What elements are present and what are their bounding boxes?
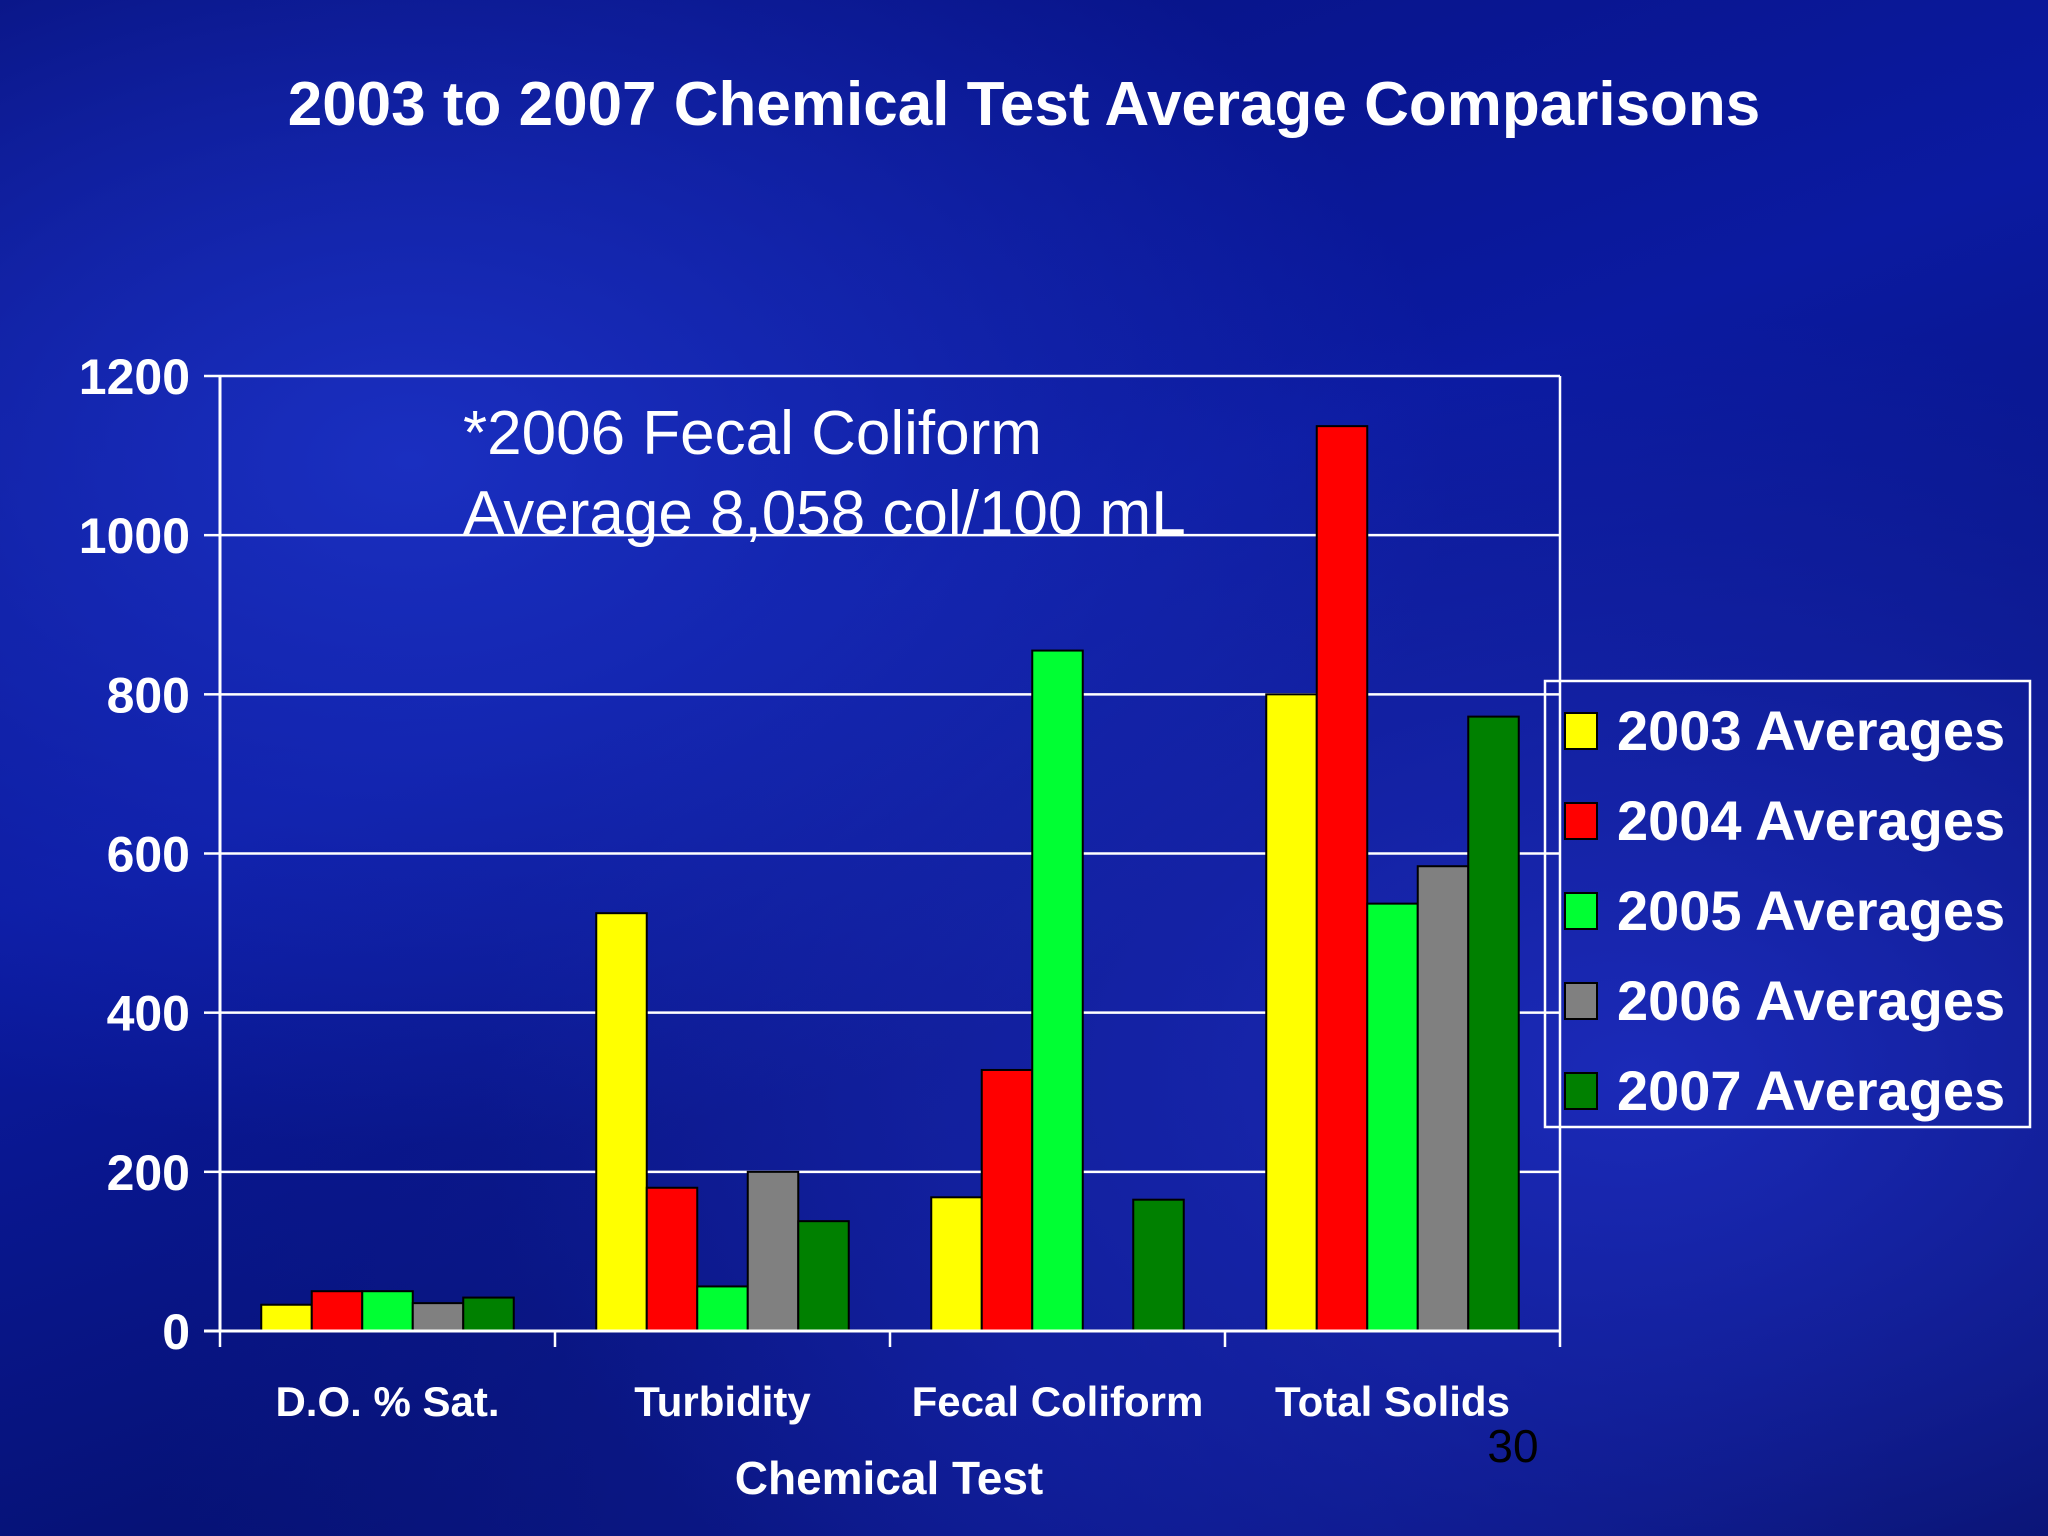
- legend-swatch: [1564, 892, 1598, 930]
- bars: [260, 425, 1520, 1333]
- y-tick-label: 1200: [79, 349, 190, 405]
- bar: [310, 1290, 364, 1333]
- annotation-line-2: Average 8,058 col/100 mL: [463, 479, 1186, 548]
- x-tick-label: Fecal Coliform: [912, 1378, 1204, 1425]
- y-tick-label: 400: [107, 986, 190, 1042]
- bar: [361, 1290, 414, 1333]
- bar: [1467, 715, 1520, 1332]
- bar: [260, 1303, 313, 1333]
- bar: [1315, 425, 1369, 1332]
- bar: [462, 1296, 515, 1332]
- legend-swatch: [1564, 982, 1598, 1020]
- y-tick-labels: 0 200 400 600 800 1000 1200: [79, 349, 190, 1360]
- bar: [645, 1186, 699, 1332]
- y-tick-label: 1000: [79, 508, 190, 564]
- bar: [1366, 902, 1419, 1332]
- legend-label: 2003 Averages: [1617, 699, 2005, 762]
- legend-label: 2006 Averages: [1617, 969, 2005, 1032]
- annotation-line-1: *2006 Fecal Coliform: [463, 399, 1042, 468]
- bar: [797, 1220, 850, 1333]
- legend-swatch: [1564, 712, 1598, 750]
- bar: [595, 912, 648, 1332]
- bar: [746, 1170, 800, 1333]
- x-tick-labels: D.O. % Sat. Turbidity Fecal Coliform Total …: [275, 1378, 1509, 1425]
- bar: [1416, 865, 1470, 1332]
- legend-label: 2004 Averages: [1617, 789, 2005, 852]
- legend-frame: [1543, 679, 2032, 1129]
- bar: [696, 1285, 749, 1333]
- x-tick-label: D.O. % Sat.: [275, 1378, 499, 1425]
- x-tick-label: Total Solids: [1275, 1378, 1510, 1425]
- x-axis-label: Chemical Test: [735, 1452, 1043, 1504]
- y-tick-label: 600: [107, 827, 190, 883]
- chart-title: 2003 to 2007 Chemical Test Average Compa…: [288, 70, 1761, 139]
- bar: [1265, 693, 1318, 1332]
- y-tick-label: 200: [107, 1145, 190, 1201]
- bar: [980, 1068, 1034, 1332]
- legend-label: 2005 Averages: [1617, 879, 2005, 942]
- x-tick-label: Turbidity: [634, 1378, 811, 1425]
- y-tick-label: 0: [162, 1304, 190, 1360]
- bar: [1031, 649, 1084, 1332]
- bar: [1132, 1198, 1185, 1332]
- legend: 2003 Averages 2004 Averages 2005 Averages 2…: [1543, 679, 2032, 1129]
- bar: [930, 1196, 983, 1333]
- legend-label: 2007 Averages: [1617, 1059, 2005, 1122]
- axes: [204, 374, 1562, 1347]
- y-tick-label: 800: [107, 667, 190, 723]
- legend-swatch: [1564, 1072, 1598, 1110]
- bar: [411, 1302, 465, 1333]
- page-number: 30: [1487, 1420, 1538, 1472]
- legend-swatch: [1564, 802, 1598, 840]
